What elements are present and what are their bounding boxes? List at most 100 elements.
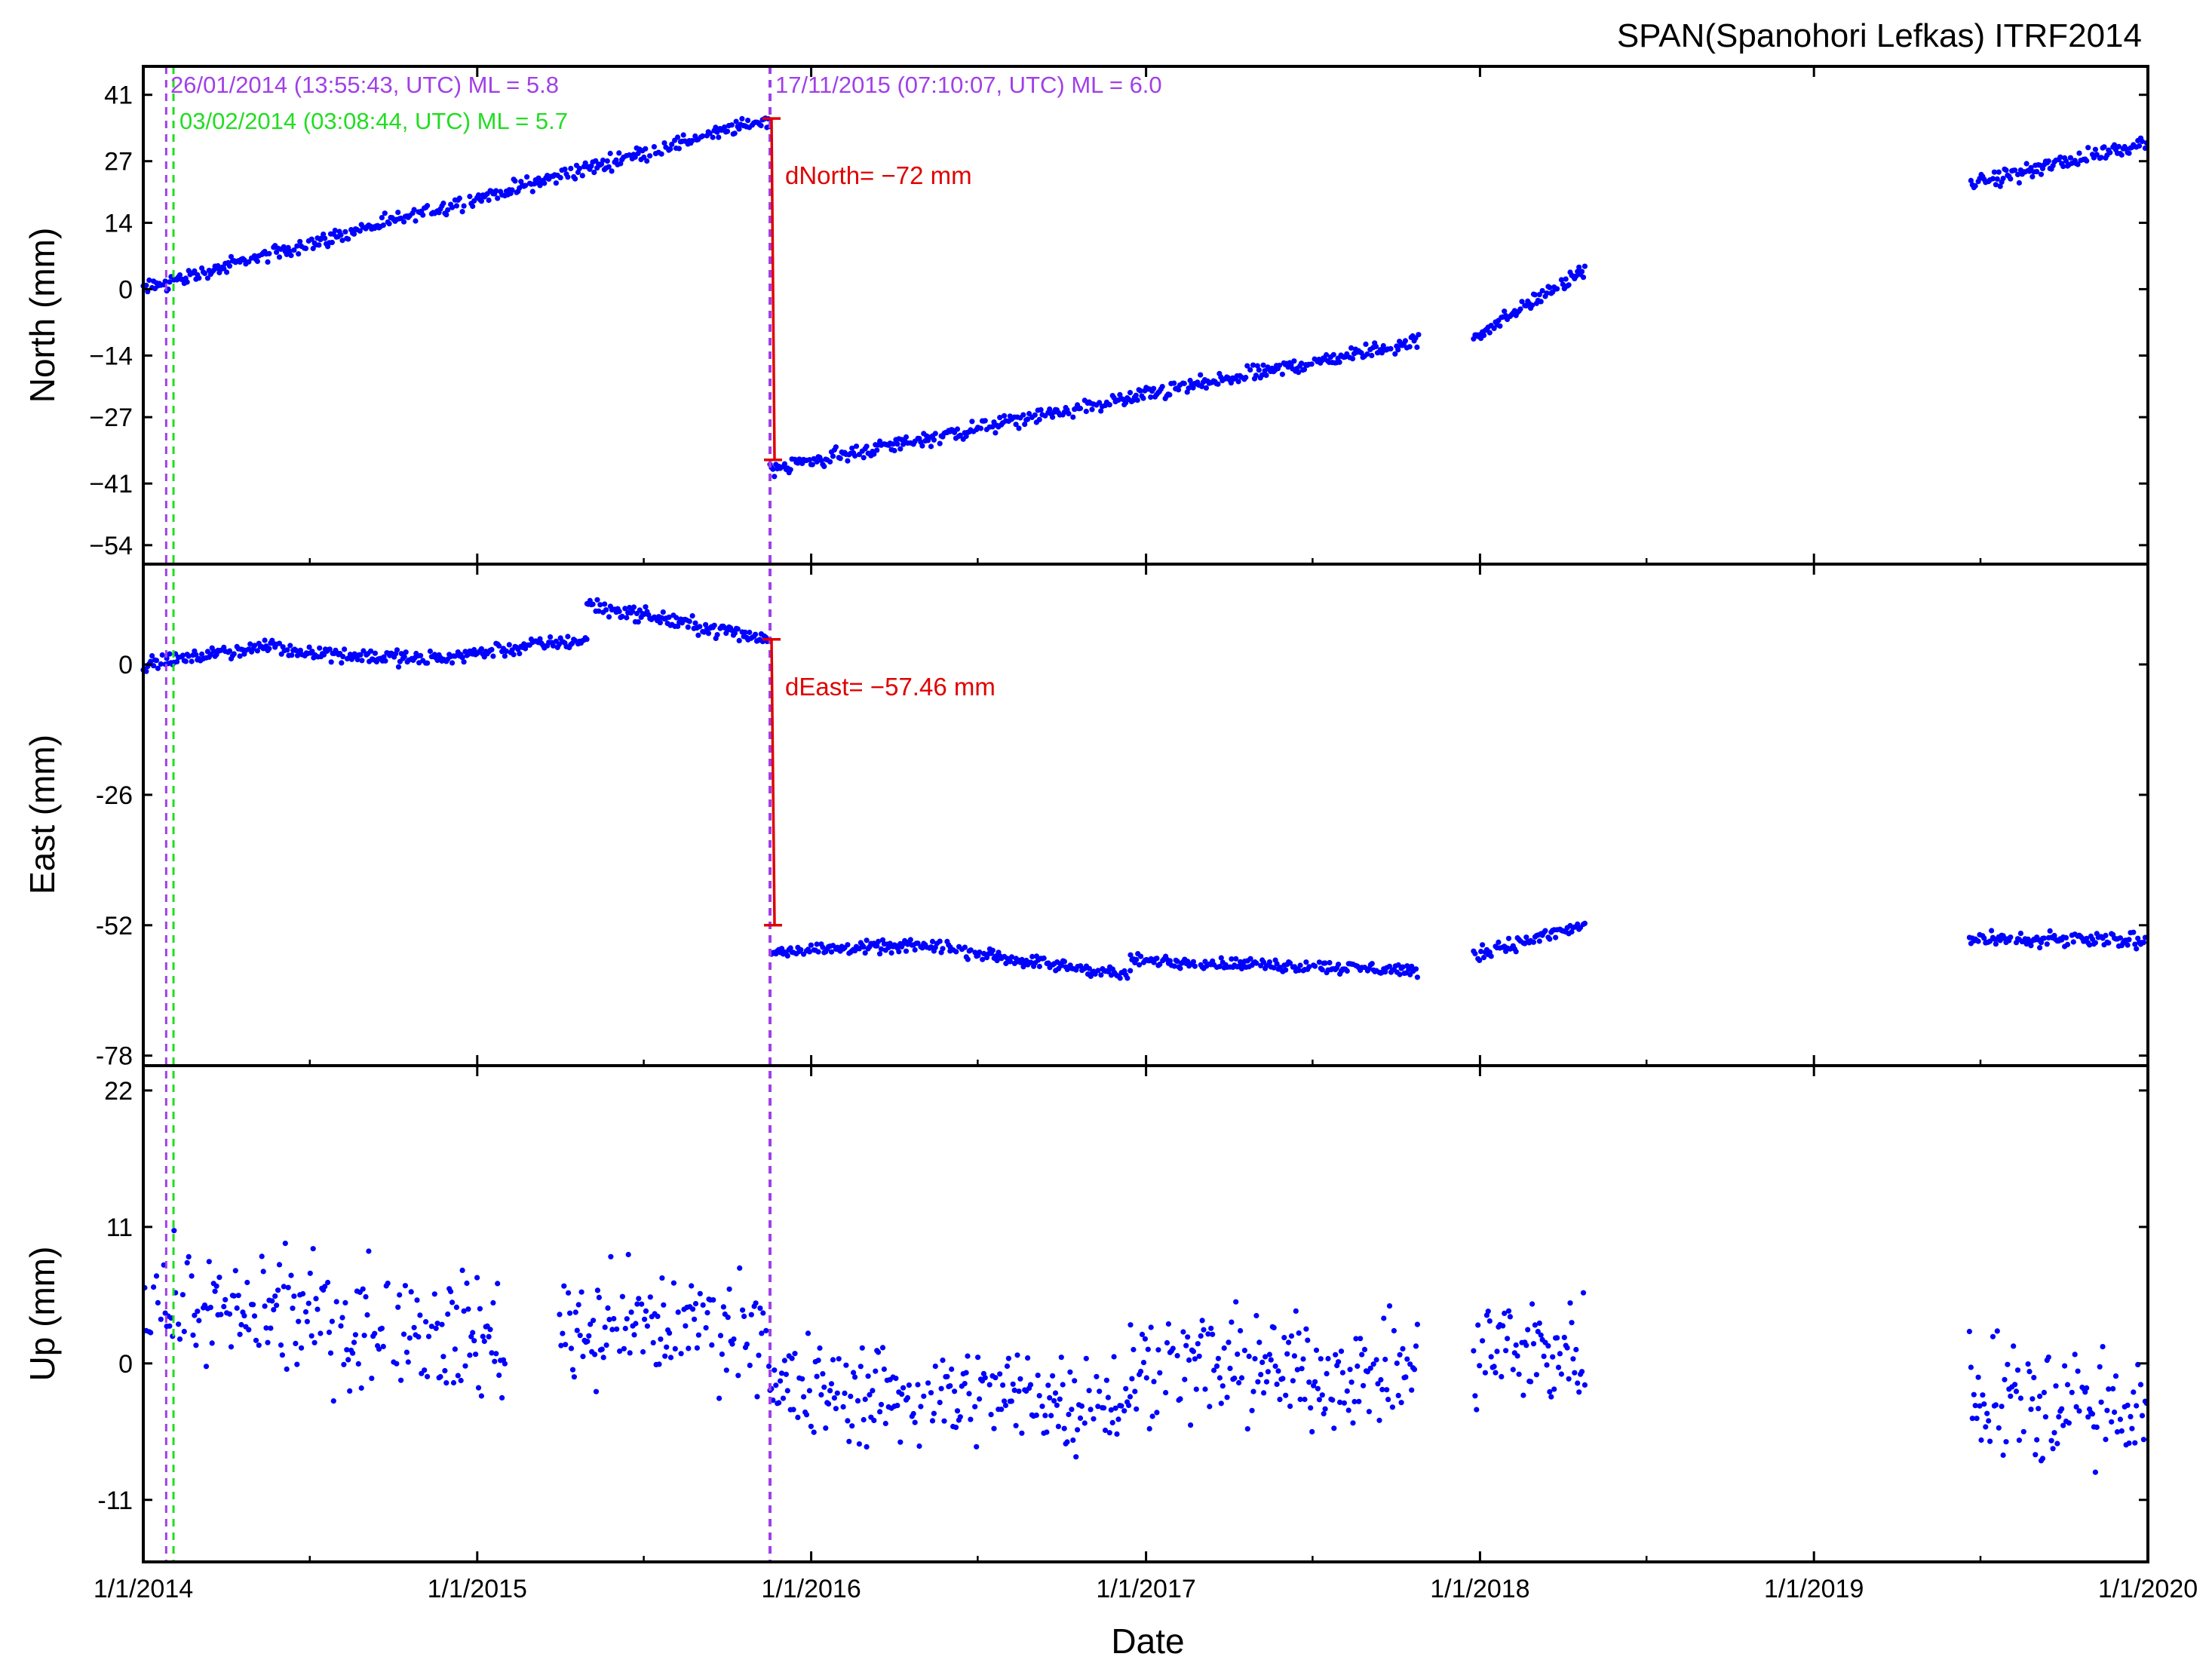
data-point xyxy=(1108,1407,1114,1413)
data-point xyxy=(1280,1376,1286,1382)
data-point xyxy=(574,1327,580,1333)
north-axis-title: North (mm) xyxy=(23,228,62,403)
data-point xyxy=(151,1284,157,1290)
data-point xyxy=(251,643,258,649)
data-point xyxy=(1997,183,2003,189)
data-point xyxy=(1277,1397,1283,1403)
data-point xyxy=(801,1394,807,1400)
data-point xyxy=(1140,395,1146,401)
data-point xyxy=(823,1425,829,1431)
data-point xyxy=(947,1383,953,1389)
north-panel-frame xyxy=(142,65,2149,566)
data-point xyxy=(2057,154,2063,160)
data-point xyxy=(643,1308,649,1314)
y-tick-label: 0 xyxy=(118,275,133,304)
data-point xyxy=(155,665,161,671)
data-point xyxy=(1404,1356,1410,1362)
data-point xyxy=(877,951,883,957)
data-point xyxy=(577,1333,583,1339)
data-point xyxy=(321,652,327,658)
data-point xyxy=(305,1300,311,1306)
data-point xyxy=(1238,1327,1244,1334)
data-point xyxy=(462,1363,468,1369)
data-point xyxy=(723,1367,729,1373)
data-point xyxy=(310,1246,316,1252)
data-point xyxy=(584,1339,591,1345)
data-point xyxy=(247,641,253,647)
data-point xyxy=(1299,1366,1305,1372)
data-point xyxy=(2000,176,2006,182)
data-point xyxy=(1000,1382,1006,1388)
data-point xyxy=(1250,1388,1256,1394)
data-point xyxy=(183,658,189,664)
data-point xyxy=(600,1355,606,1361)
data-point xyxy=(327,646,333,652)
data-point xyxy=(186,653,192,659)
data-point xyxy=(1356,1398,1362,1404)
data-point xyxy=(772,1367,778,1373)
data-point xyxy=(1013,422,1019,428)
data-point xyxy=(753,1300,759,1306)
data-point xyxy=(692,1316,698,1322)
data-point xyxy=(1061,1425,1067,1431)
y-tick-label: 0 xyxy=(118,651,133,680)
data-point xyxy=(809,462,815,468)
data-point xyxy=(2132,941,2138,947)
data-point xyxy=(265,1339,271,1345)
data-point xyxy=(1400,964,1406,970)
data-point xyxy=(314,1306,321,1312)
data-point xyxy=(553,180,560,186)
data-point xyxy=(703,1325,709,1331)
data-point xyxy=(722,124,728,130)
data-point xyxy=(2028,164,2034,170)
data-point xyxy=(1533,1372,1539,1378)
data-point xyxy=(941,1418,947,1424)
data-point xyxy=(1566,282,1572,288)
data-point xyxy=(604,158,610,164)
data-point xyxy=(2016,179,2022,186)
data-point xyxy=(1580,275,1587,281)
data-point xyxy=(2050,1446,2056,1452)
data-point xyxy=(856,1441,862,1447)
data-point xyxy=(382,658,388,664)
data-point xyxy=(1505,1336,1511,1342)
data-point xyxy=(304,1318,310,1324)
data-point xyxy=(965,1353,971,1359)
data-point xyxy=(237,653,243,659)
data-point xyxy=(1066,410,1072,417)
data-point xyxy=(1493,1370,1499,1376)
data-point xyxy=(2075,161,2081,167)
data-point xyxy=(1972,183,1978,189)
data-point xyxy=(1316,1397,1322,1403)
data-point xyxy=(952,1388,958,1394)
data-point xyxy=(594,597,600,603)
data-point xyxy=(1336,1359,1342,1365)
data-point xyxy=(425,203,431,209)
data-point xyxy=(1480,955,1487,961)
data-point xyxy=(845,942,851,948)
data-point xyxy=(517,651,523,657)
data-point xyxy=(781,461,787,467)
data-point xyxy=(1558,277,1564,283)
data-point xyxy=(828,949,835,955)
data-point xyxy=(294,243,300,249)
data-point xyxy=(910,1410,916,1417)
data-point xyxy=(953,1425,959,1431)
data-point xyxy=(1288,361,1294,368)
data-point xyxy=(1370,1361,1376,1367)
data-point xyxy=(1555,1364,1562,1370)
data-point xyxy=(1517,306,1523,312)
data-point xyxy=(1124,975,1131,981)
data-point xyxy=(1572,1370,1578,1376)
data-point xyxy=(266,646,272,652)
data-point xyxy=(778,1370,785,1376)
data-point xyxy=(296,251,302,257)
data-point xyxy=(403,649,409,655)
data-point xyxy=(1075,1427,1081,1433)
data-point xyxy=(770,1397,776,1404)
data-point xyxy=(1140,1360,1147,1366)
data-point xyxy=(2085,1414,2091,1420)
data-point xyxy=(579,173,585,179)
data-point xyxy=(879,1345,886,1351)
data-point xyxy=(2008,1393,2014,1399)
